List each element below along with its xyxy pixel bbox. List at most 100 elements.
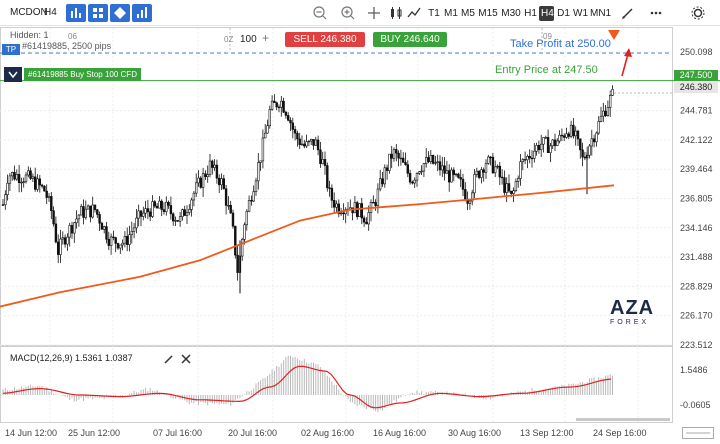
candle-body	[218, 177, 221, 186]
candle-body	[15, 174, 18, 180]
tp-tag[interactable]: TP	[2, 44, 20, 55]
tf-MN1[interactable]: MN1	[590, 8, 612, 19]
candle-body	[450, 169, 453, 183]
chart-type-button[interactable]	[66, 4, 86, 22]
candle-body	[82, 206, 85, 218]
candle-body	[539, 143, 543, 151]
candle-body	[595, 132, 598, 143]
aza-forex-logo: AZA FOREX	[610, 298, 658, 330]
line-chart-icon[interactable]	[406, 5, 422, 21]
tf-D1[interactable]: D1	[557, 8, 570, 19]
candle-body	[321, 159, 324, 164]
candle-body	[213, 164, 216, 168]
scroll-range-icon[interactable]	[682, 427, 714, 439]
candle-body	[114, 237, 117, 244]
zoom-out-icon[interactable]	[312, 5, 328, 21]
tf-T1[interactable]: T1	[428, 8, 440, 19]
candle-body	[236, 254, 239, 273]
candle-body	[38, 178, 42, 186]
candle-body	[489, 156, 492, 159]
candle-body	[224, 188, 228, 206]
macd-axis-label: -0.0605	[680, 400, 711, 410]
price-axis-label: 239.464	[680, 164, 713, 174]
candle-body	[579, 138, 582, 151]
indicators-button[interactable]	[132, 4, 152, 22]
candle-body	[84, 208, 88, 218]
candle-body	[116, 243, 120, 249]
candle-body	[96, 209, 99, 215]
candle-body	[367, 212, 370, 225]
sell-button[interactable]: SELL 246.380	[285, 32, 365, 47]
top-number-right: 09	[543, 32, 552, 41]
candle-body	[468, 200, 472, 204]
candle-body	[337, 203, 340, 214]
candle-body	[512, 190, 515, 194]
tf-M5[interactable]: M5	[461, 8, 475, 19]
timeframe-label[interactable]: H4	[44, 7, 57, 18]
zoom-in-icon[interactable]	[340, 5, 356, 21]
tf-H4[interactable]: H4	[539, 6, 554, 21]
tf-M15[interactable]: M15	[478, 8, 498, 19]
order-tag[interactable]: #61419885 Buy Stop 100 CFD	[24, 68, 141, 81]
qty-plus-button[interactable]: +	[262, 31, 270, 45]
candles-icon[interactable]	[388, 5, 404, 21]
candle-body	[581, 149, 584, 158]
drawing-button[interactable]	[110, 4, 130, 22]
candle-body	[98, 214, 101, 224]
tf-M30[interactable]: M30	[501, 8, 521, 19]
quantity-stepper[interactable]: 0Z 100 +	[224, 31, 280, 47]
more-icon[interactable]	[648, 5, 664, 21]
candle-body	[75, 218, 78, 224]
close-indicator-icon[interactable]	[180, 353, 192, 365]
candle-body	[172, 213, 175, 222]
tf-M1[interactable]: M1	[444, 8, 458, 19]
candle-body	[326, 165, 329, 189]
candle-body	[250, 200, 253, 202]
candle-body	[528, 156, 531, 159]
candle-body	[123, 236, 127, 244]
candle-body	[220, 178, 223, 186]
candle-body	[29, 170, 32, 179]
crosshair-icon[interactable]	[366, 5, 382, 21]
grid-button[interactable]	[88, 4, 108, 22]
price-axis-label: 231.488	[680, 252, 713, 262]
candle-body	[289, 120, 292, 124]
candle-body	[105, 226, 108, 240]
candle-body	[130, 230, 133, 236]
candle-body	[208, 160, 212, 175]
symbol-label[interactable]: MCDON	[10, 7, 48, 18]
candle-body	[399, 157, 403, 160]
top-number-left: 06	[68, 32, 77, 41]
candle-body	[197, 177, 200, 184]
horizontal-scrollbar[interactable]	[576, 418, 670, 421]
candle-body	[464, 189, 467, 200]
moving-average-line	[0, 184, 615, 308]
settings-icon[interactable]	[690, 5, 706, 21]
candle-body	[606, 107, 610, 116]
candle-body	[192, 192, 196, 201]
candle-body	[415, 173, 419, 181]
candle-body	[395, 149, 398, 154]
qty-value[interactable]: 100	[240, 34, 257, 45]
candle-body	[268, 109, 271, 127]
candle-body	[330, 187, 334, 201]
candle-body	[553, 139, 557, 146]
candle-body	[66, 236, 69, 245]
hidden-count: Hidden: 1	[10, 30, 49, 40]
candle-body	[319, 149, 322, 164]
tf-H1[interactable]: H1	[524, 8, 537, 19]
pencil-icon[interactable]	[620, 5, 636, 21]
candle-body	[50, 196, 53, 212]
tf-W1[interactable]: W1	[573, 8, 588, 19]
candle-body	[365, 221, 368, 225]
candle-body	[567, 133, 571, 137]
edit-indicator-icon[interactable]	[163, 353, 175, 365]
macd-panel	[2, 355, 613, 413]
candle-body	[420, 170, 423, 173]
logo-subtext: FOREX	[610, 319, 650, 326]
candle-body	[309, 139, 313, 142]
buy-button[interactable]: BUY 246.640	[373, 32, 447, 47]
order-collapse-icon[interactable]	[4, 67, 22, 82]
candle-body	[500, 176, 504, 179]
